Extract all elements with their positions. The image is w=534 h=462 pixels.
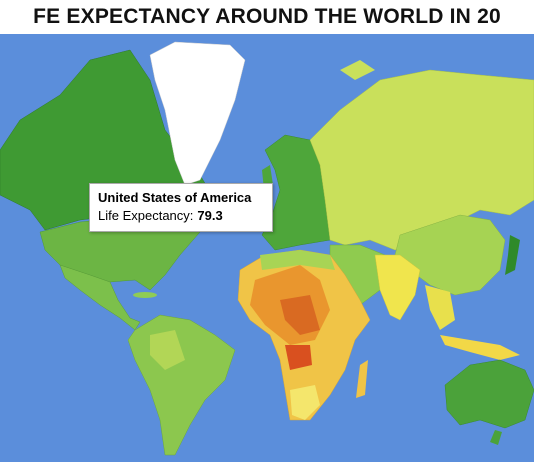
region-caribbean[interactable] <box>133 292 157 298</box>
tooltip-value: 79.3 <box>197 208 223 223</box>
region-arctic-islands[interactable] <box>340 60 375 80</box>
region-madagascar[interactable] <box>356 360 368 398</box>
region-north-africa[interactable] <box>260 250 335 270</box>
region-south-africa[interactable] <box>290 385 320 420</box>
region-west-africa[interactable] <box>280 295 320 335</box>
region-india[interactable] <box>374 254 421 321</box>
region-greenland[interactable] <box>149 41 246 186</box>
region-australia[interactable] <box>444 359 534 429</box>
region-mexico[interactable] <box>59 264 141 331</box>
tooltip-country: United States of America <box>98 190 252 205</box>
tooltip-label: Life Expectancy: <box>98 208 194 223</box>
map-title: FE EXPECTANCY AROUND THE WORLD IN 20 <box>33 5 501 28</box>
region-se-asia[interactable] <box>425 285 455 330</box>
region-brazil-north[interactable] <box>150 330 185 370</box>
region-angola[interactable] <box>285 345 312 370</box>
region-new-zealand[interactable] <box>490 430 502 445</box>
region-indonesia[interactable] <box>440 335 520 360</box>
tooltip: United States of America Life Expectancy… <box>89 183 273 232</box>
region-japan[interactable] <box>505 235 520 275</box>
world-map[interactable] <box>0 34 534 462</box>
